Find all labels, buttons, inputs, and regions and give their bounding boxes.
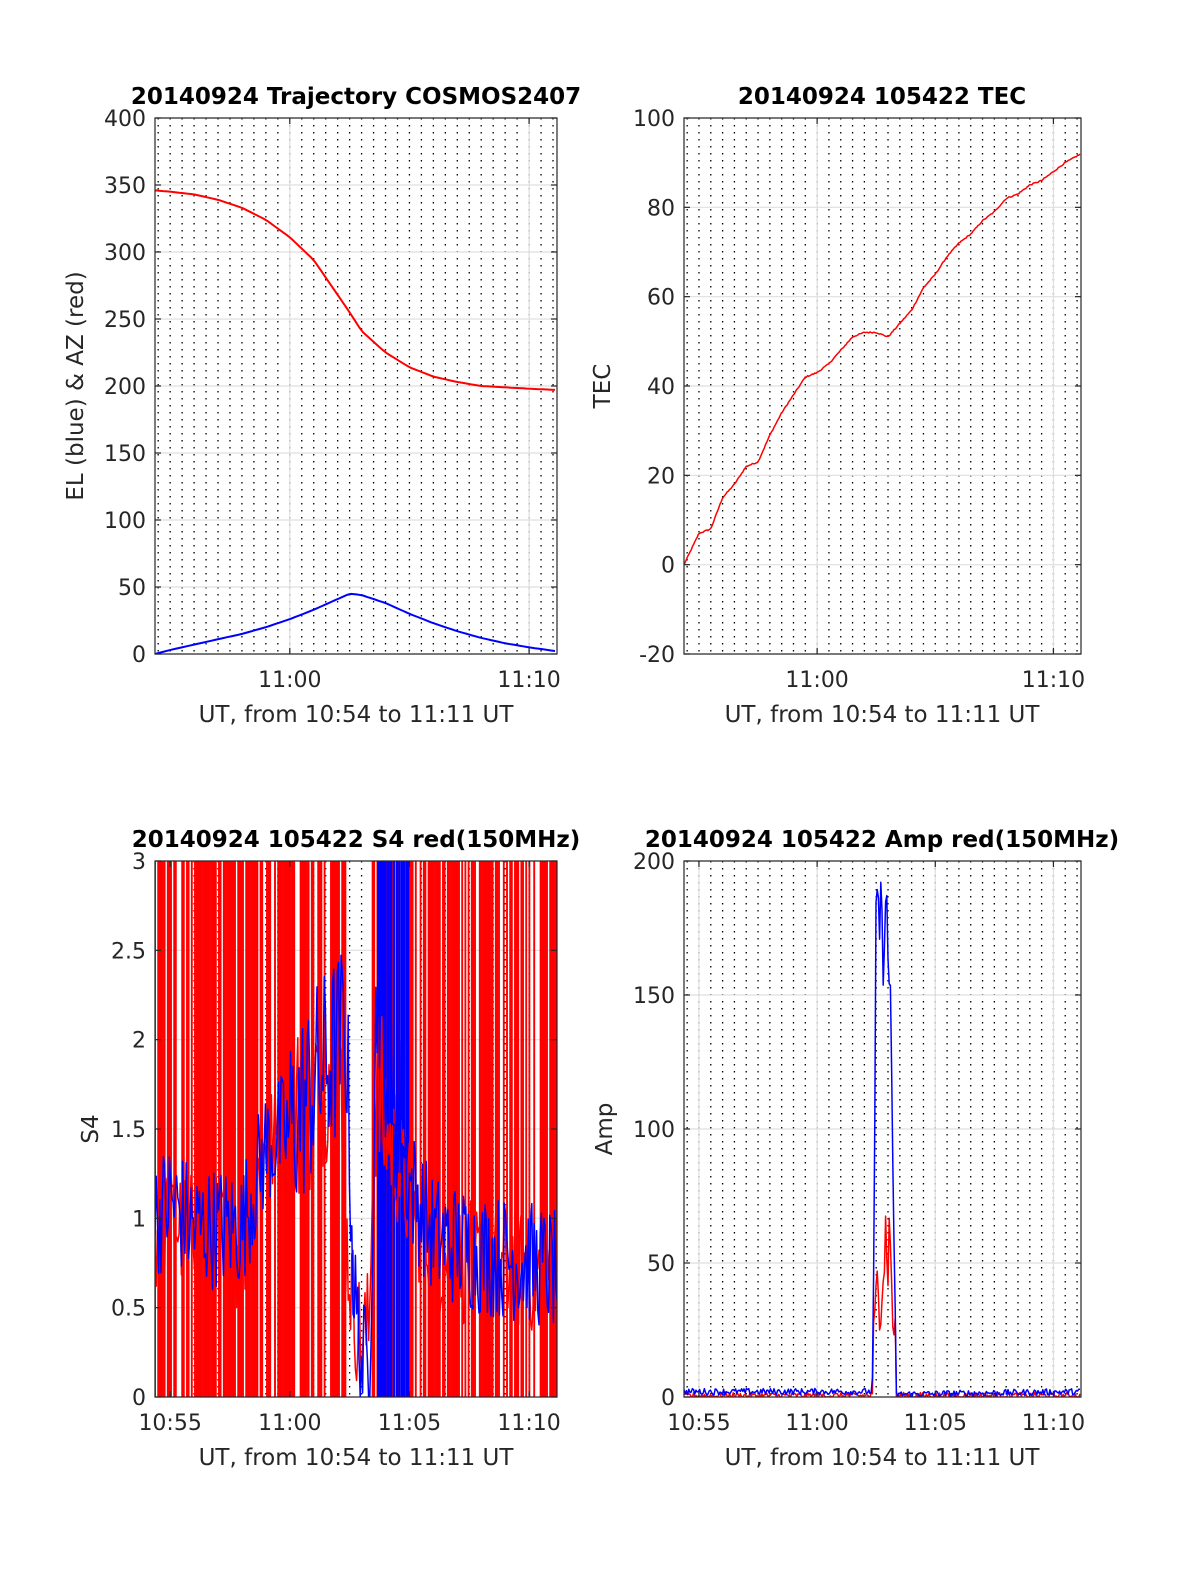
- y-tick-label: 150: [633, 984, 675, 1009]
- series-line-1: [155, 592, 556, 654]
- y-tick-label: 350: [104, 174, 146, 199]
- y-tick-label: 250: [104, 308, 146, 333]
- y-tick-label: 400: [104, 107, 146, 132]
- y-axis-label: TEC: [590, 364, 616, 410]
- series-line-1: [684, 881, 1080, 1397]
- panel-tec: -20 0 20 40 60 80 100 11:00 11:10 20140924 10542…: [590, 84, 1085, 728]
- y-tick-label: 100: [104, 509, 146, 534]
- y-tick-label: 2: [132, 1029, 146, 1054]
- y-axis-label: EL (blue) & AZ (red): [63, 271, 89, 500]
- y-tick-label: 0: [132, 1386, 146, 1411]
- panel-s4: 0 0.5 1 1.5 2 2.5 3 10:55 11:00 11:05 11:10 201409…: [78, 827, 580, 1471]
- y-axis-label: Amp: [592, 1103, 618, 1156]
- y-tick-label: 60: [647, 286, 675, 311]
- panel-amp: 0 50 100 150 200 10:55 11:00 11:05 11:10 2014092…: [592, 827, 1119, 1471]
- y-tick-label: 0.5: [111, 1297, 146, 1322]
- x-tick-label: 11:05: [378, 1411, 441, 1436]
- y-tick-label: 50: [118, 576, 146, 601]
- series-line-1: [155, 913, 557, 1397]
- x-tick-label: 11:00: [258, 1411, 321, 1436]
- y-tick-label: -20: [639, 643, 675, 668]
- y-tick-label: 0: [661, 1386, 675, 1411]
- x-axis-label: UT, from 10:54 to 11:11 UT: [199, 702, 515, 728]
- x-tick-label: 11:10: [1022, 668, 1085, 693]
- panel-trajectory: 0 50 100 150 200 250 300 350 400 11:00 11:10 20140…: [63, 84, 581, 728]
- y-tick-label: 200: [104, 375, 146, 400]
- y-tick-label: 300: [104, 241, 146, 266]
- y-tick-label: 50: [647, 1252, 675, 1277]
- chart-title: 20140924 105422 Amp red(150MHz): [645, 827, 1119, 853]
- y-tick-label: 200: [633, 850, 675, 875]
- y-tick-label: 0: [661, 554, 675, 579]
- x-axis-label: UT, from 10:54 to 11:11 UT: [725, 702, 1041, 728]
- x-tick-label: 11:10: [497, 668, 560, 693]
- x-tick-label: 11:00: [258, 668, 321, 693]
- chart-title: 20140924 105422 TEC: [738, 84, 1026, 110]
- series-line-0: [155, 189, 556, 391]
- y-tick-label: 3: [132, 850, 146, 875]
- y-tick-label: 150: [104, 442, 146, 467]
- y-tick-label: 1: [132, 1207, 146, 1232]
- y-tick-label: 1.5: [111, 1118, 146, 1143]
- x-tick-label: 10:55: [667, 1411, 730, 1436]
- series-line-0: [684, 153, 1081, 565]
- y-tick-label: 100: [633, 1118, 675, 1143]
- y-tick-label: 80: [647, 196, 675, 221]
- x-tick-label: 11:00: [785, 1411, 848, 1436]
- y-tick-label: 100: [633, 107, 675, 132]
- y-tick-label: 0: [132, 643, 146, 668]
- y-tick-label: 40: [647, 375, 675, 400]
- y-axis-label: S4: [78, 1114, 104, 1143]
- x-tick-label: 11:00: [785, 668, 848, 693]
- y-tick-label: 20: [647, 464, 675, 489]
- x-axis-label: UT, from 10:54 to 11:11 UT: [725, 1445, 1041, 1471]
- chart-title: 20140924 105422 S4 red(150MHz): [132, 827, 581, 853]
- x-tick-label: 11:10: [497, 1411, 560, 1436]
- x-axis-label: UT, from 10:54 to 11:11 UT: [199, 1445, 515, 1471]
- x-tick-label: 11:10: [1022, 1411, 1085, 1436]
- chart-title: 20140924 Trajectory COSMOS2407: [131, 84, 581, 110]
- x-tick-label: 10:55: [138, 1411, 201, 1436]
- x-tick-label: 11:05: [904, 1411, 967, 1436]
- y-tick-label: 2.5: [111, 939, 146, 964]
